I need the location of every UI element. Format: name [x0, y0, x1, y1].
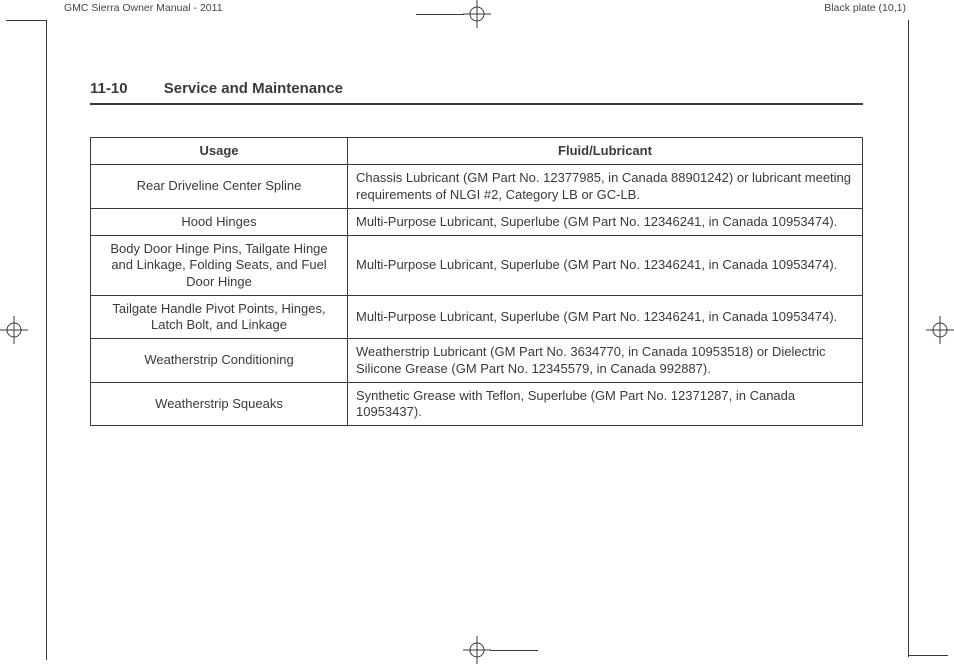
- table-row: Weatherstrip Conditioning Weatherstrip L…: [91, 339, 863, 383]
- lubricant-cell: Synthetic Grease with Teflon, Superlube …: [348, 382, 863, 426]
- plate-label: Black plate (10,1): [824, 2, 906, 20]
- registration-rule-bottom: [490, 650, 538, 651]
- table-row: Weatherstrip Squeaks Synthetic Grease wi…: [91, 382, 863, 426]
- fluid-lubricant-table: Usage Fluid/Lubricant Rear Driveline Cen…: [90, 137, 863, 426]
- usage-cell: Tailgate Handle Pivot Points, Hinges, La…: [91, 295, 348, 339]
- usage-cell: Body Door Hinge Pins, Tailgate Hinge and…: [91, 236, 348, 296]
- section-title: Service and Maintenance: [164, 80, 343, 97]
- print-header: GMC Sierra Owner Manual - 2011 Black pla…: [64, 2, 906, 20]
- registration-mark-left-icon: [0, 316, 28, 344]
- crop-rule-horizontal-top-left: [6, 20, 46, 21]
- table-row: Rear Driveline Center Spline Chassis Lub…: [91, 165, 863, 209]
- section-heading: 11-10 Service and Maintenance: [90, 80, 863, 105]
- page-number: 11-10: [90, 80, 128, 97]
- crop-rule-horizontal-bottom-right: [908, 655, 948, 656]
- table-row: Hood Hinges Multi-Purpose Lubricant, Sup…: [91, 208, 863, 235]
- registration-mark-right-icon: [926, 316, 954, 344]
- crop-rule-vertical-right: [908, 20, 909, 657]
- usage-cell: Weatherstrip Squeaks: [91, 382, 348, 426]
- table-row: Tailgate Handle Pivot Points, Hinges, La…: [91, 295, 863, 339]
- lubricant-cell: Multi-Purpose Lubricant, Superlube (GM P…: [348, 236, 863, 296]
- lubricant-cell: Multi-Purpose Lubricant, Superlube (GM P…: [348, 295, 863, 339]
- col-header-lubricant: Fluid/Lubricant: [348, 138, 863, 165]
- table-row: Body Door Hinge Pins, Tailgate Hinge and…: [91, 236, 863, 296]
- crop-rule-vertical-left: [46, 20, 47, 660]
- usage-cell: Hood Hinges: [91, 208, 348, 235]
- lubricant-cell: Weatherstrip Lubricant (GM Part No. 3634…: [348, 339, 863, 383]
- lubricant-cell: Chassis Lubricant (GM Part No. 12377985,…: [348, 165, 863, 209]
- manual-title: GMC Sierra Owner Manual - 2011: [64, 2, 223, 20]
- col-header-usage: Usage: [91, 138, 348, 165]
- lubricant-cell: Multi-Purpose Lubricant, Superlube (GM P…: [348, 208, 863, 235]
- usage-cell: Weatherstrip Conditioning: [91, 339, 348, 383]
- page-content: 11-10 Service and Maintenance Usage Flui…: [90, 80, 863, 426]
- table-header-row: Usage Fluid/Lubricant: [91, 138, 863, 165]
- registration-mark-bottom-icon: [463, 636, 491, 664]
- usage-cell: Rear Driveline Center Spline: [91, 165, 348, 209]
